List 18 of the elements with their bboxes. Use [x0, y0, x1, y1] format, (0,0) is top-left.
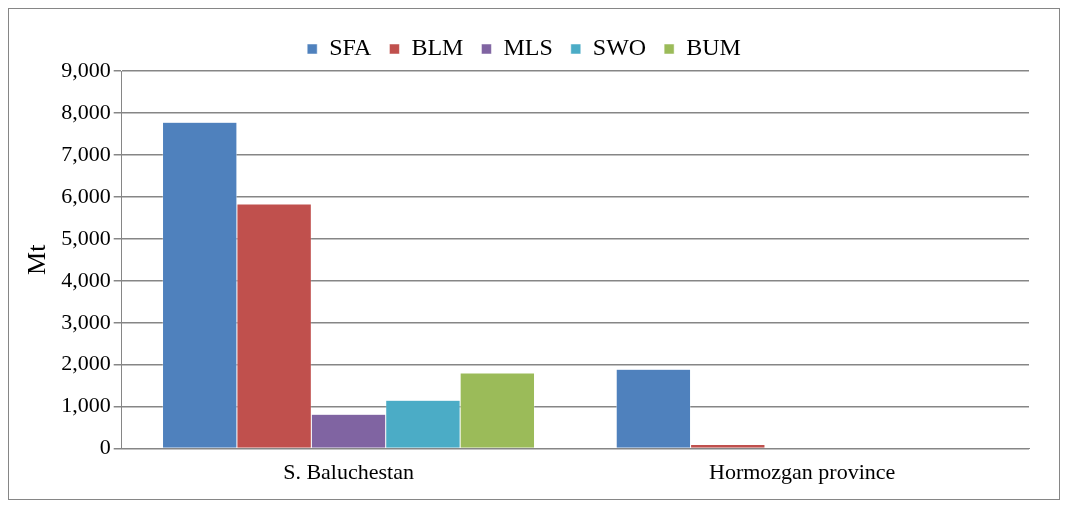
y-tick-label: 9,000 [61, 56, 111, 82]
y-tick-label: 0 [99, 434, 111, 460]
y-tick-label: 7,000 [61, 140, 111, 166]
y-axis-title: Mt [22, 243, 52, 275]
legend-label: MLS [503, 34, 553, 61]
legend-label: BUM [686, 34, 741, 61]
legend-label: SFA [329, 34, 373, 61]
y-tick-label: 4,000 [61, 266, 111, 292]
legend-label: SWO [592, 34, 647, 61]
y-tick-label: 1,000 [61, 392, 111, 418]
y-tick-label: 3,000 [61, 308, 111, 334]
y-tick-label: 5,000 [61, 224, 111, 250]
legend-label: BLM [411, 34, 464, 61]
x-tick-label: Hormozgan province [709, 458, 896, 484]
x-tick-label: S. Baluchestan [283, 458, 414, 484]
y-tick-label: 2,000 [61, 350, 111, 376]
y-tick-label: 8,000 [61, 98, 111, 124]
y-tick-label: 6,000 [61, 182, 111, 208]
